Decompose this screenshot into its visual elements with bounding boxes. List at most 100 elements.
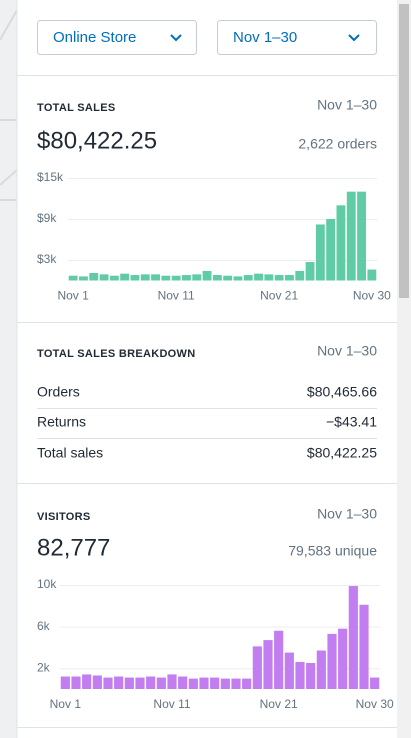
bar (252, 646, 262, 689)
bar (171, 275, 181, 281)
bar (151, 274, 160, 281)
bar (68, 275, 78, 281)
bar (199, 677, 209, 689)
bar (285, 275, 294, 281)
row-label: Returns (37, 414, 86, 430)
bar (114, 676, 124, 689)
amount: $80,422.25 (37, 127, 157, 154)
x-tick-label: Nov 11 (158, 289, 195, 303)
bar (109, 275, 119, 281)
row-value: −$43.41 (326, 414, 377, 430)
bar (264, 274, 274, 281)
bar (210, 677, 220, 689)
dropdown-label: Online Store (53, 29, 136, 46)
bar (79, 276, 88, 281)
bar (346, 191, 356, 281)
map-background (0, 0, 17, 738)
bar (156, 677, 166, 689)
bar (146, 676, 156, 689)
x-tick-label: Nov 30 (356, 697, 394, 711)
bar (120, 273, 130, 281)
row-label: Orders (37, 384, 80, 400)
x-tick-label: Nov 1 (50, 697, 82, 711)
bar (274, 630, 284, 689)
y-tick-label: $3k (37, 252, 57, 266)
store-dropdown[interactable] (37, 20, 197, 55)
panel (17, 0, 397, 738)
row-value: $80,422.25 (307, 445, 377, 461)
bar (327, 633, 337, 689)
y-tick-label: 2k (37, 660, 51, 674)
bar (99, 274, 109, 281)
bar (338, 628, 348, 689)
bar (182, 275, 191, 281)
bar (161, 275, 171, 281)
bar (192, 274, 202, 281)
bar (316, 650, 326, 689)
bar (233, 276, 243, 281)
period: Nov 1–30 (317, 343, 377, 359)
period: Nov 1–30 (317, 506, 377, 522)
bar (274, 275, 284, 281)
x-tick-label: Nov 1 (57, 289, 89, 303)
bar (263, 640, 273, 689)
bar (202, 270, 212, 281)
count: 2,622 orders (298, 136, 377, 152)
scrollbar-thumb[interactable] (399, 4, 409, 298)
bar (359, 604, 369, 689)
amount: 82,777 (37, 534, 110, 561)
bar (295, 661, 305, 689)
bar (140, 274, 150, 281)
bar (188, 678, 198, 689)
period: Nov 1–30 (317, 97, 377, 113)
y-tick-label: $15k (37, 170, 64, 184)
bar (242, 678, 252, 689)
map-lines (0, 9, 18, 201)
bar (220, 678, 230, 689)
bar (336, 205, 346, 281)
section-title: VISITORS (37, 511, 91, 523)
bar (82, 674, 92, 689)
bar (254, 273, 263, 281)
bar (306, 663, 316, 689)
date-dropdown[interactable] (217, 20, 377, 55)
section-title: TOTAL SALES BREAKDOWN (37, 348, 195, 360)
bar (167, 674, 177, 689)
bar (348, 586, 358, 689)
chevron (348, 34, 360, 42)
bar (178, 676, 188, 689)
bar (243, 275, 253, 281)
bar (357, 191, 366, 281)
bar (231, 678, 241, 689)
bar (305, 262, 315, 281)
bar (223, 275, 233, 281)
bar (367, 269, 377, 281)
x-tick-label: Nov 21 (260, 289, 298, 303)
x-tick-label: Nov 11 (153, 697, 190, 711)
y-tick-label: 6k (37, 619, 51, 633)
section-title: TOTAL SALES (37, 102, 115, 114)
y-tick-label: 10k (37, 577, 57, 591)
dropdown-label: Nov 1–30 (233, 29, 297, 46)
bar (284, 652, 294, 689)
bar (315, 224, 325, 281)
row-value: $80,465.66 (307, 384, 377, 400)
bar (60, 676, 70, 689)
bar (370, 677, 380, 689)
row-label: Total sales (37, 445, 103, 461)
bar (326, 219, 336, 281)
bar (295, 270, 305, 281)
count: 79,583 unique (288, 543, 377, 559)
bar (124, 677, 134, 689)
bar (89, 272, 99, 281)
bar (212, 275, 222, 281)
y-tick-label: $9k (37, 211, 57, 225)
bar (130, 275, 140, 281)
bar (135, 677, 145, 689)
chevron (170, 34, 182, 42)
bar (71, 676, 81, 689)
x-tick-label: Nov 21 (260, 697, 298, 711)
bar (92, 675, 102, 689)
